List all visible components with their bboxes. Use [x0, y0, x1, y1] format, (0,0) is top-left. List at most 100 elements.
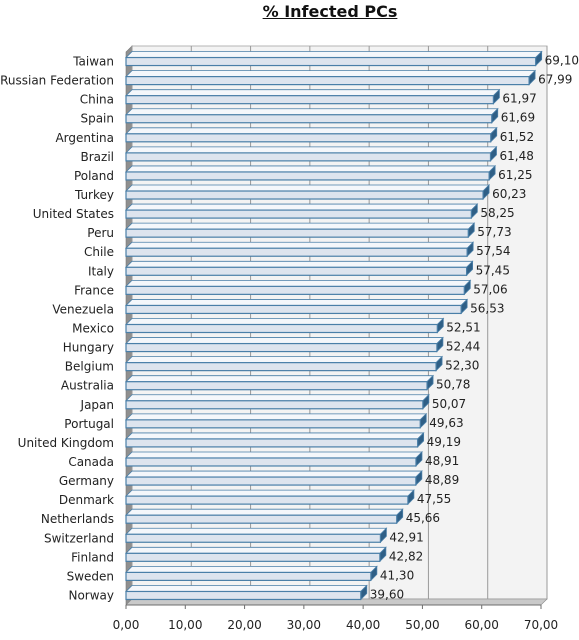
category-label: Venezuela	[52, 302, 114, 316]
x-tick-label: 20,00	[227, 618, 261, 632]
x-tick-label: 0,00	[113, 618, 140, 632]
value-label: 50,07	[432, 397, 466, 411]
bar	[125, 552, 381, 562]
bar	[125, 571, 372, 581]
bar-top	[125, 470, 423, 478]
bar-top	[125, 241, 475, 249]
category-label: France	[74, 283, 114, 297]
value-label: 61,69	[501, 111, 535, 125]
bar	[125, 476, 417, 486]
x-tick-label: 10,00	[168, 618, 202, 632]
bar	[125, 285, 465, 295]
bar-top	[125, 70, 537, 78]
bar	[125, 400, 424, 410]
x-tick-label: 60,00	[465, 618, 499, 632]
bar	[125, 171, 490, 181]
value-label: 58,25	[480, 206, 514, 220]
bar-top	[125, 508, 404, 516]
category-label: Taiwan	[72, 55, 114, 69]
bar-top	[125, 51, 543, 58]
bar-top	[125, 337, 444, 344]
bar	[125, 247, 468, 257]
bar-top	[125, 489, 415, 497]
value-label: 52,44	[446, 340, 480, 354]
value-label: 61,48	[499, 149, 533, 163]
bar	[125, 228, 469, 238]
bar	[125, 457, 417, 467]
bar-top	[125, 203, 479, 211]
bar	[125, 419, 421, 429]
category-label: Finland	[71, 550, 114, 564]
bar	[125, 304, 462, 315]
bar-top	[125, 222, 476, 230]
bar-top	[125, 108, 499, 116]
category-label: Poland	[74, 169, 114, 183]
bar-top	[125, 89, 501, 97]
value-label: 50,78	[436, 378, 470, 392]
bar	[125, 266, 468, 276]
category-label: Germany	[59, 474, 114, 488]
bar-top	[125, 585, 368, 592]
bar	[125, 381, 428, 391]
value-label: 41,30	[380, 568, 414, 582]
category-label: Netherlands	[41, 512, 114, 526]
bar	[125, 95, 494, 105]
category-label: Turkey	[74, 188, 114, 202]
bar	[125, 76, 530, 86]
bar	[125, 533, 381, 543]
bar-top	[125, 451, 423, 459]
x-tick-label: 50,00	[405, 618, 439, 632]
bar	[125, 342, 438, 353]
bar	[125, 209, 472, 219]
bar-top	[125, 127, 498, 135]
bar-top	[125, 527, 388, 535]
value-label: 49,19	[427, 435, 461, 449]
value-label: 45,66	[406, 511, 440, 525]
value-label: 52,51	[446, 321, 480, 335]
value-label: 48,91	[425, 454, 459, 468]
value-label: 52,30	[445, 359, 479, 373]
value-label: 67,99	[538, 73, 572, 87]
bar-top	[125, 146, 498, 154]
category-label: China	[80, 93, 114, 107]
value-label: 56,53	[470, 301, 504, 315]
category-label: Switzerland	[44, 531, 114, 545]
category-label: Russian Federation	[0, 74, 114, 88]
bar-top	[125, 432, 425, 440]
value-label: 61,25	[498, 168, 532, 182]
x-tick-label: 40,00	[346, 618, 380, 632]
value-label: 57,45	[476, 263, 510, 277]
value-label: 60,23	[492, 187, 526, 201]
bar-top	[125, 165, 497, 173]
value-label: 61,52	[500, 130, 534, 144]
value-label: 61,97	[502, 92, 536, 106]
chart-title: % Infected PCs	[262, 2, 398, 21]
x-tick-label: 70,00	[524, 618, 558, 632]
bar-top	[125, 260, 474, 268]
bar	[125, 362, 437, 372]
value-label: 49,63	[429, 416, 463, 430]
category-label: Canada	[68, 455, 114, 469]
category-label: Japan	[80, 398, 114, 412]
category-label: Peru	[87, 226, 114, 240]
category-label: Chile	[84, 245, 114, 259]
value-label: 57,54	[476, 244, 510, 258]
bar	[125, 590, 362, 601]
bar-top	[125, 279, 472, 287]
category-label: Mexico	[72, 322, 114, 336]
bar-top	[125, 184, 491, 192]
bar	[125, 323, 438, 334]
bar-top	[125, 413, 428, 421]
bar	[125, 133, 492, 143]
bar	[125, 114, 493, 124]
category-label: Italy	[88, 264, 114, 278]
bar	[125, 190, 484, 200]
bar	[125, 495, 409, 505]
value-label: 39,60	[370, 587, 404, 601]
value-label: 48,89	[425, 473, 459, 487]
x-tick-label: 30,00	[287, 618, 321, 632]
category-label: Belgium	[65, 360, 114, 374]
category-label: Spain	[80, 112, 114, 126]
